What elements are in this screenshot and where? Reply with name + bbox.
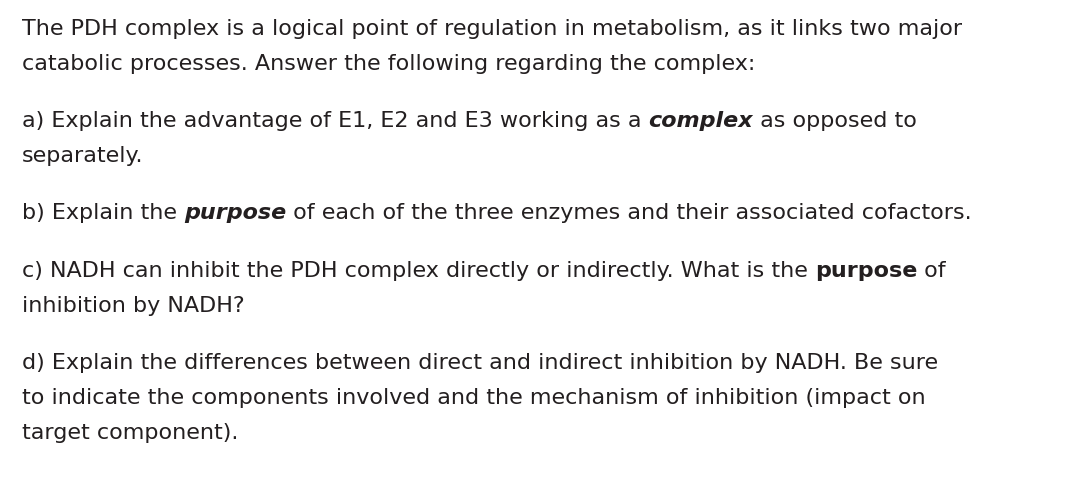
Text: c) NADH can inhibit the PDH complex directly or indirectly. What is the: c) NADH can inhibit the PDH complex dire… bbox=[22, 261, 815, 281]
Text: purpose: purpose bbox=[815, 261, 918, 281]
Text: purpose: purpose bbox=[184, 203, 286, 223]
Text: d) Explain the differences between direct and indirect inhibition by NADH. Be su: d) Explain the differences between direc… bbox=[22, 353, 939, 373]
Text: of each of the three enzymes and their associated cofactors.: of each of the three enzymes and their a… bbox=[286, 203, 972, 223]
Text: catabolic processes. Answer the following regarding the complex:: catabolic processes. Answer the followin… bbox=[22, 54, 755, 74]
Text: target component).: target component). bbox=[22, 423, 239, 443]
Text: to indicate the components involved and the mechanism of inhibition (impact on: to indicate the components involved and … bbox=[22, 388, 926, 408]
Text: a) Explain the advantage of E1, E2 and E3 working as a: a) Explain the advantage of E1, E2 and E… bbox=[22, 111, 649, 131]
Text: separately.: separately. bbox=[22, 146, 143, 166]
Text: The PDH complex is a logical point of regulation in metabolism, as it links two : The PDH complex is a logical point of re… bbox=[22, 19, 962, 39]
Text: as opposed to: as opposed to bbox=[753, 111, 917, 131]
Text: complex: complex bbox=[649, 111, 753, 131]
Text: inhibition by NADH?: inhibition by NADH? bbox=[22, 296, 244, 316]
Text: of: of bbox=[918, 261, 946, 281]
Text: b) Explain the: b) Explain the bbox=[22, 203, 184, 223]
